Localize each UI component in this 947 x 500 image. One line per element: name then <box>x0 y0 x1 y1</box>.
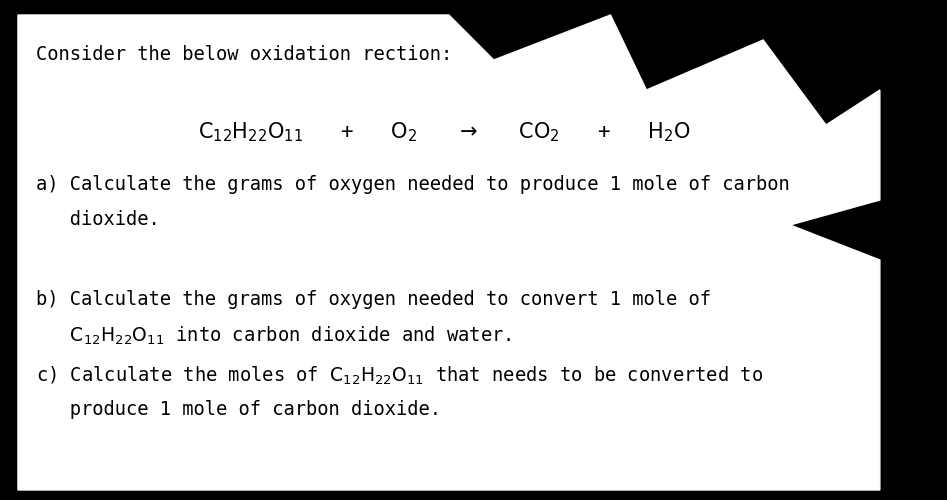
Text: produce 1 mole of carbon dioxide.: produce 1 mole of carbon dioxide. <box>36 400 441 419</box>
Text: Consider the below oxidation rection:: Consider the below oxidation rection: <box>36 45 452 64</box>
Text: b) Calculate the grams of oxygen needed to convert 1 mole of: b) Calculate the grams of oxygen needed … <box>36 290 711 309</box>
Text: a) Calculate the grams of oxygen needed to produce 1 mole of carbon: a) Calculate the grams of oxygen needed … <box>36 175 790 194</box>
Text: $\mathrm{C_{12}H_{22}O_{11}}$   +   $\mathrm{O_2}$   $\rightarrow$   $\mathrm{CO: $\mathrm{C_{12}H_{22}O_{11}}$ + $\mathrm… <box>198 120 690 144</box>
Text: c) Calculate the moles of $\mathrm{C_{12}H_{22}O_{11}}$ that needs to be convert: c) Calculate the moles of $\mathrm{C_{12… <box>36 365 763 388</box>
Text: dioxide.: dioxide. <box>36 210 160 229</box>
Polygon shape <box>18 15 880 490</box>
Text: $\mathrm{C_{12}H_{22}O_{11}}$ into carbon dioxide and water.: $\mathrm{C_{12}H_{22}O_{11}}$ into carbo… <box>36 325 511 347</box>
